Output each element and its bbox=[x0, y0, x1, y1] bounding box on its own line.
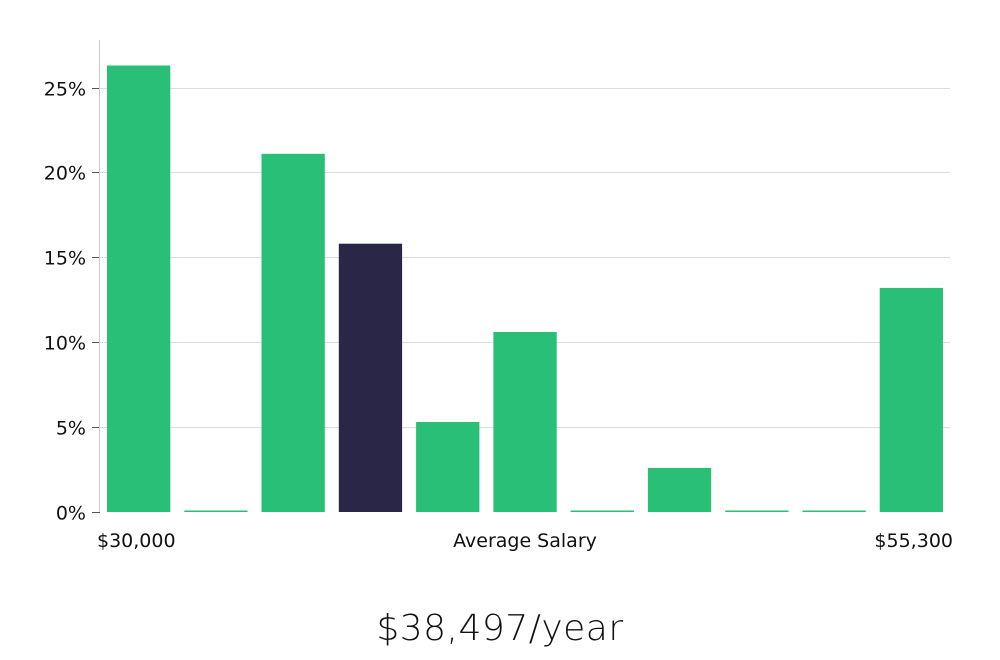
bar-4 bbox=[338, 243, 403, 512]
bar-5 bbox=[416, 422, 480, 512]
salary-histogram: 0%5%10%15%20%25% $30,000 Average Salary … bbox=[44, 40, 953, 552]
bar-9 bbox=[725, 510, 789, 512]
y-tick-label: 25% bbox=[44, 79, 86, 101]
bar-6 bbox=[493, 332, 557, 512]
bar-8 bbox=[647, 467, 712, 512]
y-tick-label: 10% bbox=[44, 333, 86, 355]
bar-11 bbox=[879, 287, 943, 512]
y-tick-label: 5% bbox=[56, 418, 86, 440]
bars bbox=[107, 65, 943, 513]
average-salary-value: $38,497/year bbox=[376, 608, 624, 649]
bar-3 bbox=[261, 153, 325, 513]
y-tick-label: 15% bbox=[44, 248, 86, 270]
x-min-label: $30,000 bbox=[97, 530, 176, 552]
gridlines bbox=[100, 88, 950, 428]
y-tick-label: 20% bbox=[44, 163, 86, 185]
bar-2 bbox=[184, 510, 248, 512]
bar-10 bbox=[802, 510, 866, 512]
x-axis-title: Average Salary bbox=[453, 530, 597, 552]
bar-1 bbox=[107, 65, 171, 512]
y-axis-ticks: 0% 5% 10% 15% 20% 25% bbox=[44, 79, 100, 525]
bar-7 bbox=[570, 510, 634, 512]
x-max-label: $55,300 bbox=[874, 530, 953, 552]
y-tick-label: 0% bbox=[56, 503, 86, 525]
